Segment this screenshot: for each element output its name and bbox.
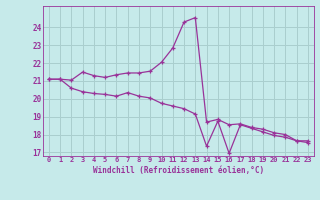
X-axis label: Windchill (Refroidissement éolien,°C): Windchill (Refroidissement éolien,°C) (93, 166, 264, 175)
